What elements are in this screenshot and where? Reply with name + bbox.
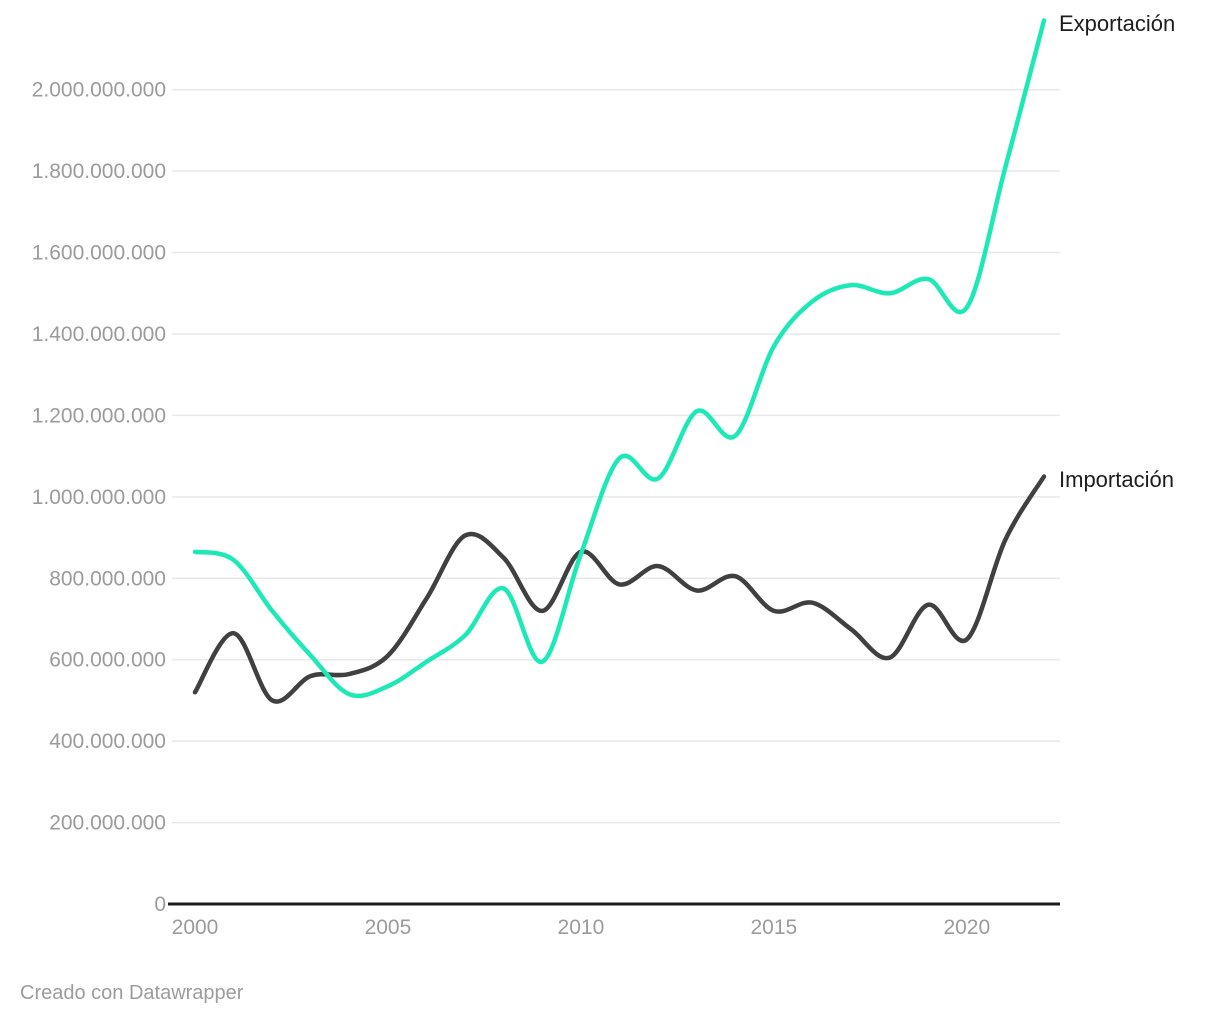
y-tick-label: 1.200.000.000 <box>32 404 166 427</box>
series-line-exportacion <box>192 18 1047 699</box>
y-tick-label: 1.600.000.000 <box>32 242 166 265</box>
x-tick-label: 2010 <box>558 916 605 939</box>
series-label-importacion: Importación <box>1059 467 1174 492</box>
x-tick-label: 2005 <box>365 916 412 939</box>
y-tick-label: 800.000.000 <box>49 567 166 590</box>
y-tick-label: 0 <box>154 893 166 916</box>
y-tick-label: 1.000.000.000 <box>32 486 166 509</box>
x-tick-label: 2000 <box>172 916 219 939</box>
y-tick-label: 400.000.000 <box>49 730 166 753</box>
x-tick-label: 2015 <box>750 916 797 939</box>
y-tick-label: 2.000.000.000 <box>32 79 166 102</box>
y-tick-label: 1.800.000.000 <box>32 160 166 183</box>
x-tick-label: 2020 <box>943 916 990 939</box>
y-tick-label: 600.000.000 <box>49 649 166 672</box>
series-label-exportacion: Exportación <box>1059 11 1176 36</box>
series-line-importacion <box>192 474 1047 704</box>
y-tick-label: 1.400.000.000 <box>32 323 166 346</box>
attribution-text: Creado con Datawrapper <box>20 982 244 1004</box>
y-tick-label: 200.000.000 <box>49 812 166 835</box>
